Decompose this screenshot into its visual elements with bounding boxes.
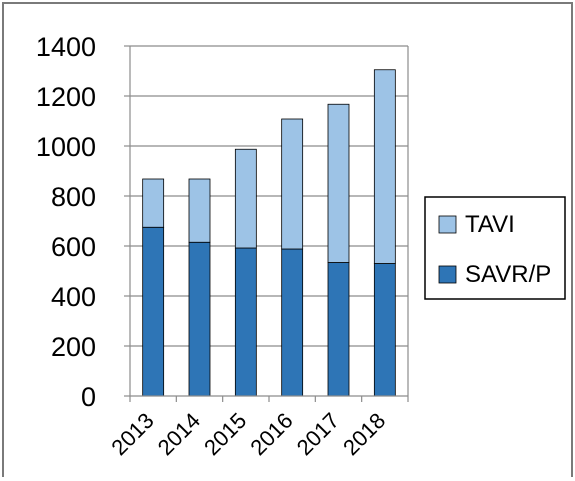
y-tick-labels: 0 200 400 600 800 1000 1200 1400 (36, 32, 96, 412)
axes (129, 46, 409, 402)
legend-label: TAVI (465, 211, 515, 238)
bars (142, 69, 396, 397)
bar-savr-p-2017 (327, 262, 350, 397)
bar-tavi-2014 (188, 178, 211, 243)
bar-savr-p-2018 (373, 263, 396, 397)
x-tick-label: 2017 (292, 408, 344, 460)
legend-swatch (438, 265, 457, 284)
bar-tavi-2017 (327, 103, 350, 263)
legend: TAVI SAVR/P (424, 196, 566, 300)
bar-savr-p-2016 (281, 248, 304, 397)
x-tick-label: 2016 (245, 408, 297, 460)
x-tick-label: 2013 (106, 408, 158, 460)
bar-tavi-2018 (373, 69, 396, 264)
bar-savr-p-2014 (188, 241, 211, 397)
bar-savr-p-2013 (142, 226, 165, 397)
legend-label: SAVR/P (465, 261, 551, 288)
bar-tavi-2015 (234, 148, 257, 249)
y-tick-label: 1000 (36, 132, 96, 162)
legend-swatch (438, 215, 457, 234)
x-tick-label: 2014 (153, 408, 205, 460)
gridlines (124, 45, 408, 397)
y-tick-label: 1400 (36, 32, 96, 62)
y-tick-label: 0 (81, 382, 96, 412)
y-tick-label: 200 (51, 332, 96, 362)
bar-savr-p-2015 (234, 247, 257, 397)
y-tick-label: 1200 (36, 82, 96, 112)
bar-tavi-2013 (142, 178, 165, 228)
y-tick-label: 400 (51, 282, 96, 312)
bar-tavi-2016 (281, 118, 304, 250)
y-tick-label: 800 (51, 182, 96, 212)
y-tick-label: 600 (51, 232, 96, 262)
x-tick-label: 2015 (199, 408, 251, 460)
x-tick-label: 2018 (338, 408, 390, 460)
